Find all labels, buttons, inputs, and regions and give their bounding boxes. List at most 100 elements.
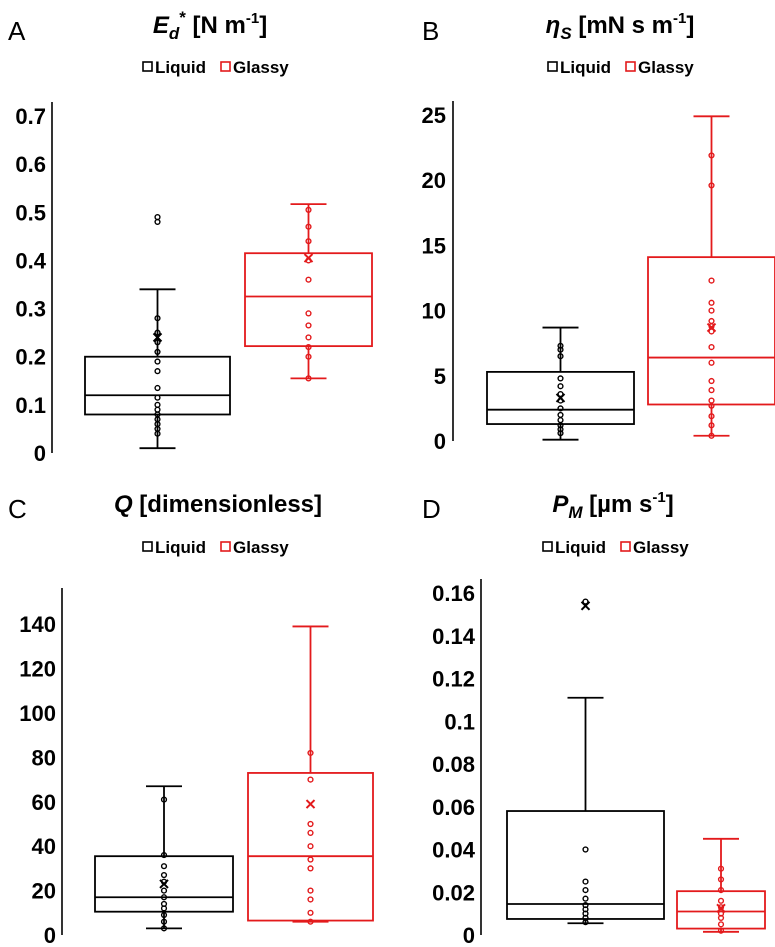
panel-b-liquid-data-point [557, 342, 564, 349]
panel-c-liquid-data-point [160, 863, 168, 870]
panel-b-liquid-data-point [557, 390, 564, 398]
panel-c-liquid-data-point [160, 925, 168, 932]
panel-a-liquid-data-point [154, 315, 161, 322]
panel-b-y-tick-label: 10 [422, 299, 446, 324]
panel-b-title: ηS [mN s m-1] [546, 10, 695, 43]
panel-d-title-exponent: -1 [652, 489, 665, 506]
panel-b-liquid-data-point [557, 430, 564, 437]
panel-c-liquid-data-point [160, 900, 168, 908]
panel-a-y-tick-label: 0.7 [15, 104, 46, 129]
panel-a-glassy-mean-marker [303, 253, 314, 263]
panel-d-title-unit: [µm s [583, 491, 653, 518]
panel-b-glassy-data-point [708, 413, 715, 420]
panel-a-title-superscript: * [179, 8, 186, 27]
panel-c-glassy-data-point [307, 749, 314, 757]
panel-a-liquid-mean-marker [152, 332, 163, 343]
panel-c-glassy-data-point [307, 887, 314, 894]
panel-b-liquid-data-point [557, 346, 564, 353]
panel-c-glassy-data-point [307, 856, 314, 863]
panel-a-glassy-data-point [305, 310, 312, 317]
panel-b-liquid-box [486, 370, 635, 425]
panel-a-liquid-data-point [154, 214, 161, 221]
panel-c-y-tick-label: 0 [44, 923, 56, 947]
panel-a-legend-label-glassy: Glassy [233, 58, 289, 77]
panel-a-liquid-data-point [154, 358, 161, 365]
panel-c-glassy-data-point [307, 918, 314, 925]
panel-a-y-tick-label: 0.3 [15, 297, 46, 322]
panel-b-liquid-data-point [557, 417, 564, 424]
panel-d-liquid-data-point [582, 895, 589, 902]
panel-a-y-tick-label: 0.4 [15, 248, 46, 273]
panel-b-title-symbol: η [546, 12, 561, 39]
panel-b-legend-label-glassy: Glassy [638, 58, 694, 77]
panel-a-glassy-data-point [305, 353, 312, 360]
panel-c-glassy-box [247, 772, 374, 922]
panel-c-legend-label-glassy: Glassy [233, 538, 289, 557]
panel-d-legend-swatch-glassy [620, 541, 631, 552]
panel-d-glassy-mean-marker [716, 903, 726, 913]
panel-d-y-tick-label: 0.16 [432, 581, 475, 606]
panel-a-glassy-data-point [305, 238, 312, 245]
panel-c-legend-swatch-liquid [142, 541, 153, 552]
panel-c-liquid-data-point [160, 887, 168, 894]
panel-d-y-tick-label: 0.14 [432, 624, 476, 649]
panel-c-letter: C [8, 494, 27, 524]
panel-a-title-symbol: E [153, 12, 170, 39]
panel-a-title-close: ] [259, 12, 267, 39]
panel-a-glassy-data-point [305, 322, 312, 329]
panel-b-glassy-data-point [708, 277, 715, 284]
panel-a-liquid-data-point [154, 394, 161, 401]
panel-d-glassy-data-point [717, 927, 725, 934]
panel-b-liquid-mean-marker [555, 393, 566, 403]
panel-d-glassy-data-point [717, 865, 725, 872]
panel-c-glassy-data-point [307, 843, 314, 850]
panel-a-legend-swatch-glassy [220, 61, 231, 72]
panel-c-glassy-data-point [307, 865, 314, 872]
panel-c-glassy-data-point [307, 820, 314, 828]
panel-b-y-tick-label: 0 [434, 429, 446, 454]
panel-d-letter: D [422, 494, 441, 524]
panel-b-y-tick-label: 5 [434, 364, 446, 389]
panel-b-title-exponent: -1 [673, 10, 686, 27]
panel-b-glassy-data-point [708, 422, 715, 429]
panel-a-legend-swatch-liquid [142, 61, 153, 72]
panel-c-liquid-box [94, 855, 234, 913]
panel-a-liquid-data-point [154, 384, 161, 392]
panel-c-liquid-mean-marker [159, 879, 169, 889]
panel-b-glassy-data-point [708, 359, 715, 366]
panel-d-glassy-data-point [717, 921, 725, 928]
panel-b-y-tick-label: 15 [422, 233, 446, 258]
panel-c-y-tick-label: 60 [32, 790, 56, 815]
panel-c-glassy-data-point [307, 829, 314, 836]
panel-d-y-tick-label: 0.08 [432, 752, 475, 777]
panel-d-liquid-mean-marker [580, 601, 591, 611]
panel-b-legend-swatch-liquid [547, 61, 558, 72]
panel-a-title: Ed* [N m-1] [153, 8, 267, 43]
panel-d-glassy-data-point [717, 910, 725, 917]
panel-d-liquid-data-point [582, 846, 589, 853]
panel-b-glassy-mean-marker [706, 322, 717, 333]
panel-c-y-tick-label: 80 [32, 745, 56, 770]
panel-d-glassy-data-point [717, 887, 725, 894]
panel-d-y-tick-label: 0.04 [432, 838, 476, 863]
panel-b-glassy-data-point [708, 317, 715, 325]
panel-a-liquid-data-point [154, 368, 161, 375]
panel-b-legend-label-liquid: Liquid [560, 58, 611, 77]
panel-a-title-unit: [N m [186, 12, 246, 39]
panel-a-glassy-data-point [305, 223, 312, 230]
panel-a-liquid-data-point [154, 339, 161, 346]
panel-c-legend-swatch-glassy [220, 541, 231, 552]
panel-b-glassy-data-point [708, 377, 715, 385]
panel-b-glassy-data-point [708, 397, 715, 404]
panel-b-liquid-data-point [557, 405, 564, 412]
panel-d-liquid-data-point [582, 878, 589, 885]
panel-b-glassy-data-point [708, 432, 715, 439]
panel-d-liquid-data-point [582, 598, 589, 605]
panel-a-title-subscript: d [169, 24, 180, 43]
panel-c-liquid-data-point [160, 871, 168, 879]
panel-d-liquid-box [506, 810, 665, 920]
panel-a-liquid-data-point [154, 348, 161, 356]
panel-d-y-tick-label: 0.1 [444, 709, 475, 734]
panel-a-y-tick-label: 0.1 [15, 393, 46, 418]
